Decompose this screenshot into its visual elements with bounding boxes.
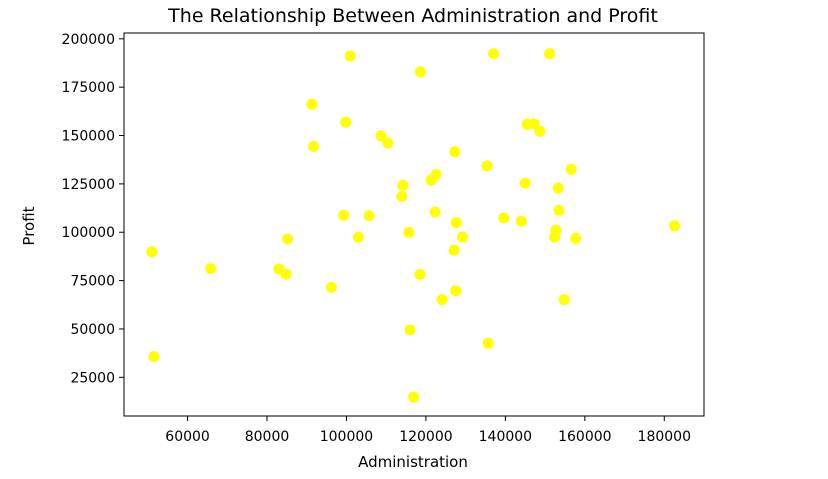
scatter-point <box>481 160 493 172</box>
scatter-point <box>338 209 350 221</box>
y-tick-label: 75000 <box>70 274 115 290</box>
scatter-point <box>558 294 570 306</box>
x-tick-label: 80000 <box>245 429 290 445</box>
scatter-point <box>448 244 460 256</box>
scatter-point <box>544 48 555 60</box>
scatter-point <box>515 215 527 227</box>
scatter-point <box>430 168 442 180</box>
y-axis-ticks: 25000 50000 75000 100000 125000 150000 175000 2… <box>62 32 124 386</box>
scatter-point <box>534 125 546 137</box>
x-tick-label: 100000 <box>320 429 373 445</box>
scatter-point <box>553 204 565 216</box>
scatter-point <box>570 232 582 244</box>
scatter-point <box>404 324 416 336</box>
scatter-point <box>403 226 415 238</box>
scatter-point <box>436 294 448 306</box>
scatter-point <box>488 48 499 60</box>
y-tick-label: 50000 <box>70 322 115 338</box>
scatter-point <box>344 50 356 62</box>
y-tick-label: 25000 <box>70 370 115 386</box>
plot-frame <box>123 32 705 417</box>
scatter-point <box>449 146 461 158</box>
scatter-point <box>146 246 158 258</box>
x-tick-label: 160000 <box>558 429 611 445</box>
x-axis-ticks: 60000 80000 100000 120000 140000 160000 180000 <box>165 416 691 445</box>
scatter-point <box>414 66 426 78</box>
scatter-point <box>280 268 292 280</box>
y-tick-label: 150000 <box>62 129 115 145</box>
scatter-point <box>550 224 562 236</box>
scatter-point <box>352 231 364 243</box>
scatter-point <box>498 212 510 224</box>
scatter-point <box>282 233 294 245</box>
x-tick-label: 60000 <box>165 429 210 445</box>
y-tick-label: 200000 <box>62 32 115 48</box>
scatter-point <box>325 281 337 293</box>
scatter-point <box>148 351 160 363</box>
y-tick-label: 175000 <box>62 80 115 96</box>
x-tick-label: 140000 <box>479 429 532 445</box>
scatter-point <box>519 177 531 189</box>
scatter-point <box>340 116 352 128</box>
data-points <box>146 48 681 403</box>
x-tick-label: 180000 <box>638 429 691 445</box>
scatter-point <box>397 179 409 191</box>
y-tick-label: 100000 <box>62 225 115 241</box>
scatter-point <box>669 220 681 232</box>
y-tick-label: 125000 <box>62 177 115 193</box>
scatter-point <box>363 210 375 222</box>
scatter-point <box>375 130 387 142</box>
y-axis-label: Profit <box>20 206 38 245</box>
scatter-point <box>382 137 394 149</box>
x-axis-label: Administration <box>358 453 468 471</box>
scatter-point <box>396 191 408 202</box>
scatter-point <box>306 98 318 110</box>
scatter-point <box>552 182 564 194</box>
x-tick-label: 120000 <box>399 429 452 445</box>
scatter-point <box>482 337 494 349</box>
scatter-point <box>414 268 426 280</box>
chart-title: The Relationship Between Administration … <box>167 5 658 27</box>
scatter-point <box>308 141 319 152</box>
scatter-point <box>528 118 540 130</box>
scatter-point <box>457 231 468 243</box>
scatter-point <box>565 163 577 175</box>
scatter-point <box>205 263 217 275</box>
scatter-point <box>451 217 462 229</box>
scatter-point <box>408 391 420 403</box>
scatter-point <box>429 206 441 218</box>
scatter-point <box>450 285 462 297</box>
